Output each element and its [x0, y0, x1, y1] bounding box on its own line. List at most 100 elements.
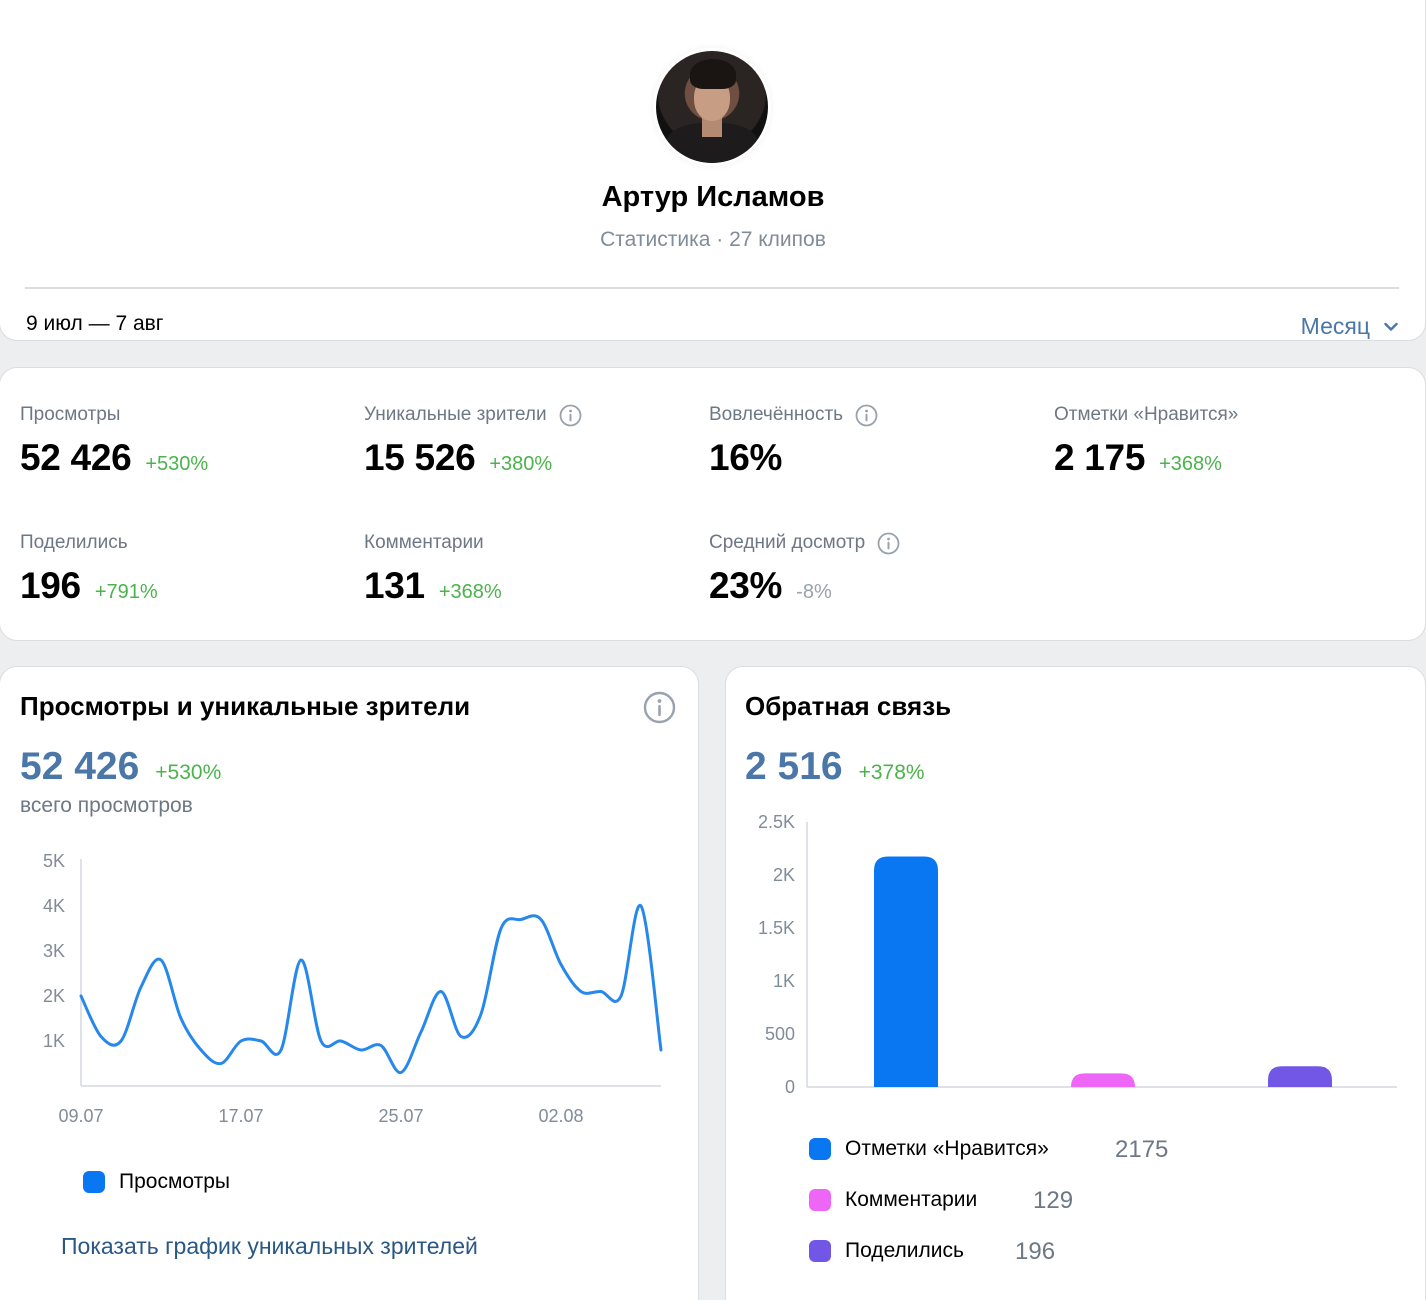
- stat-item: Поделились 196 +791%: [20, 531, 158, 607]
- feedback-total: 2 516 +378%: [745, 745, 925, 789]
- stat-label: Средний досмотр: [709, 532, 866, 553]
- y-tick-label: 0: [785, 1077, 795, 1097]
- data-point: [277, 1046, 285, 1054]
- data-point: [537, 916, 545, 924]
- legend-swatch: [83, 1171, 105, 1193]
- show-unique-viewers-link[interactable]: Показать график уникальных зрителей: [61, 1233, 478, 1259]
- stat-item: Средний досмотр 23% -8%: [709, 531, 900, 607]
- stat-label: Уникальные зрители: [364, 404, 547, 425]
- data-point: [497, 925, 505, 933]
- stat-item: Уникальные зрители 15 526 +380%: [364, 403, 582, 479]
- series-line-0: [79, 904, 663, 1074]
- y-tick-label: 1.5K: [758, 918, 795, 938]
- stat-delta: +368%: [1159, 453, 1222, 475]
- stat-label: Комментарии: [364, 532, 484, 553]
- data-point: [477, 1010, 485, 1018]
- data-point: [397, 1069, 405, 1077]
- data-point: [157, 956, 165, 964]
- x-tick-label: 02.08: [538, 1106, 583, 1126]
- stat-item: Просмотры 52 426 +530%: [20, 403, 208, 479]
- legend-swatch: [809, 1189, 831, 1211]
- data-point: [637, 902, 645, 910]
- legend-label: Отметки «Нравится»: [845, 1137, 1049, 1160]
- stat-label: Вовлечённость: [709, 404, 844, 425]
- y-tick-label: 5K: [43, 851, 65, 871]
- data-point: [457, 1033, 465, 1041]
- legend-item[interactable]: Поделились: [809, 1239, 964, 1263]
- stat-value: 16%: [709, 437, 783, 478]
- views-card: [0, 666, 699, 1300]
- data-point: [257, 1037, 265, 1045]
- legend-swatch: [809, 1138, 831, 1160]
- y-tick-label: 2K: [43, 986, 65, 1006]
- legend-item[interactable]: Комментарии: [809, 1188, 977, 1212]
- legend-value-text: 2175: [1115, 1136, 1169, 1163]
- feedback-total-value: 2 516: [745, 745, 843, 788]
- data-point: [197, 1046, 205, 1054]
- legend-swatch: [809, 1240, 831, 1262]
- views-subtitle: всего просмотров: [20, 794, 193, 817]
- data-point: [417, 1028, 425, 1036]
- legend-value-text: 129: [1033, 1187, 1074, 1214]
- y-tick-label: 500: [765, 1024, 795, 1044]
- x-tick-label: 25.07: [378, 1106, 423, 1126]
- feedback-card-title: Обратная связь: [745, 691, 952, 721]
- views-total-delta: +530%: [155, 761, 222, 784]
- views-total: 52 426 +530%: [20, 745, 221, 789]
- data-point: [337, 1037, 345, 1045]
- data-point: [317, 1037, 325, 1045]
- data-point: [137, 983, 145, 991]
- stat-value: 196: [20, 565, 81, 606]
- data-point: [217, 1060, 225, 1068]
- data-point: [177, 1015, 185, 1023]
- stat-value: 23%: [709, 565, 783, 606]
- data-point: [597, 988, 605, 996]
- data-point: [557, 961, 565, 969]
- info-icon[interactable]: [559, 404, 582, 427]
- legend-label: Поделились: [845, 1239, 964, 1262]
- y-tick-label: 1K: [43, 1031, 65, 1051]
- stat-item: Отметки «Нравится» 2 175 +368%: [1054, 403, 1238, 479]
- bar-0[interactable]: [874, 856, 938, 1087]
- legend-item[interactable]: Отметки «Нравится»: [809, 1137, 1049, 1161]
- y-tick-label: 2.5K: [758, 812, 795, 832]
- data-point: [377, 1042, 385, 1050]
- bar-1[interactable]: [1071, 1073, 1135, 1087]
- y-tick-label: 1K: [773, 971, 795, 991]
- stat-item: Вовлечённость 16%: [709, 403, 878, 479]
- avatar[interactable]: [656, 51, 768, 163]
- x-tick-label: 17.07: [218, 1106, 263, 1126]
- data-point: [577, 988, 585, 996]
- views-line-chart[interactable]: 1K 2K 3K 4K 5K 09.07 17.07 25.07 02.08: [0, 840, 700, 1140]
- legend-value: 129: [1033, 1187, 1073, 1215]
- data-point: [357, 1046, 365, 1054]
- stat-value: 2 175: [1054, 437, 1146, 478]
- legend-label: Просмотры: [119, 1170, 230, 1193]
- stat-delta: +530%: [145, 453, 209, 475]
- feedback-bar-chart[interactable]: 0 500 1K 1.5K 2K 2.5K: [726, 800, 1416, 1110]
- bar-2[interactable]: [1268, 1066, 1332, 1087]
- period-dropdown[interactable]: Месяц: [1301, 313, 1398, 340]
- feedback-total-delta: +378%: [858, 761, 925, 784]
- stat-delta: -8%: [796, 581, 832, 603]
- stat-delta: +380%: [489, 453, 553, 475]
- feedback-card: [725, 666, 1426, 1300]
- period-label: Месяц: [1300, 313, 1370, 339]
- info-icon[interactable]: [877, 532, 900, 555]
- legend-item-views[interactable]: Просмотры: [83, 1170, 230, 1194]
- data-point: [77, 992, 85, 1000]
- info-icon[interactable]: [855, 404, 878, 427]
- data-point: [657, 1046, 665, 1054]
- stat-label: Просмотры: [20, 404, 121, 425]
- divider: [25, 287, 1399, 289]
- data-point: [617, 992, 625, 1000]
- stat-label: Поделились: [20, 532, 128, 553]
- y-tick-label: 2K: [773, 865, 795, 885]
- chevron-down-icon: [1384, 322, 1398, 331]
- stats-card: [0, 367, 1426, 641]
- info-icon[interactable]: [643, 691, 676, 724]
- stat-item: Комментарии 131 +368%: [364, 531, 502, 607]
- data-point: [297, 956, 305, 964]
- stat-delta: +791%: [94, 581, 158, 603]
- y-tick-label: 3K: [43, 941, 65, 961]
